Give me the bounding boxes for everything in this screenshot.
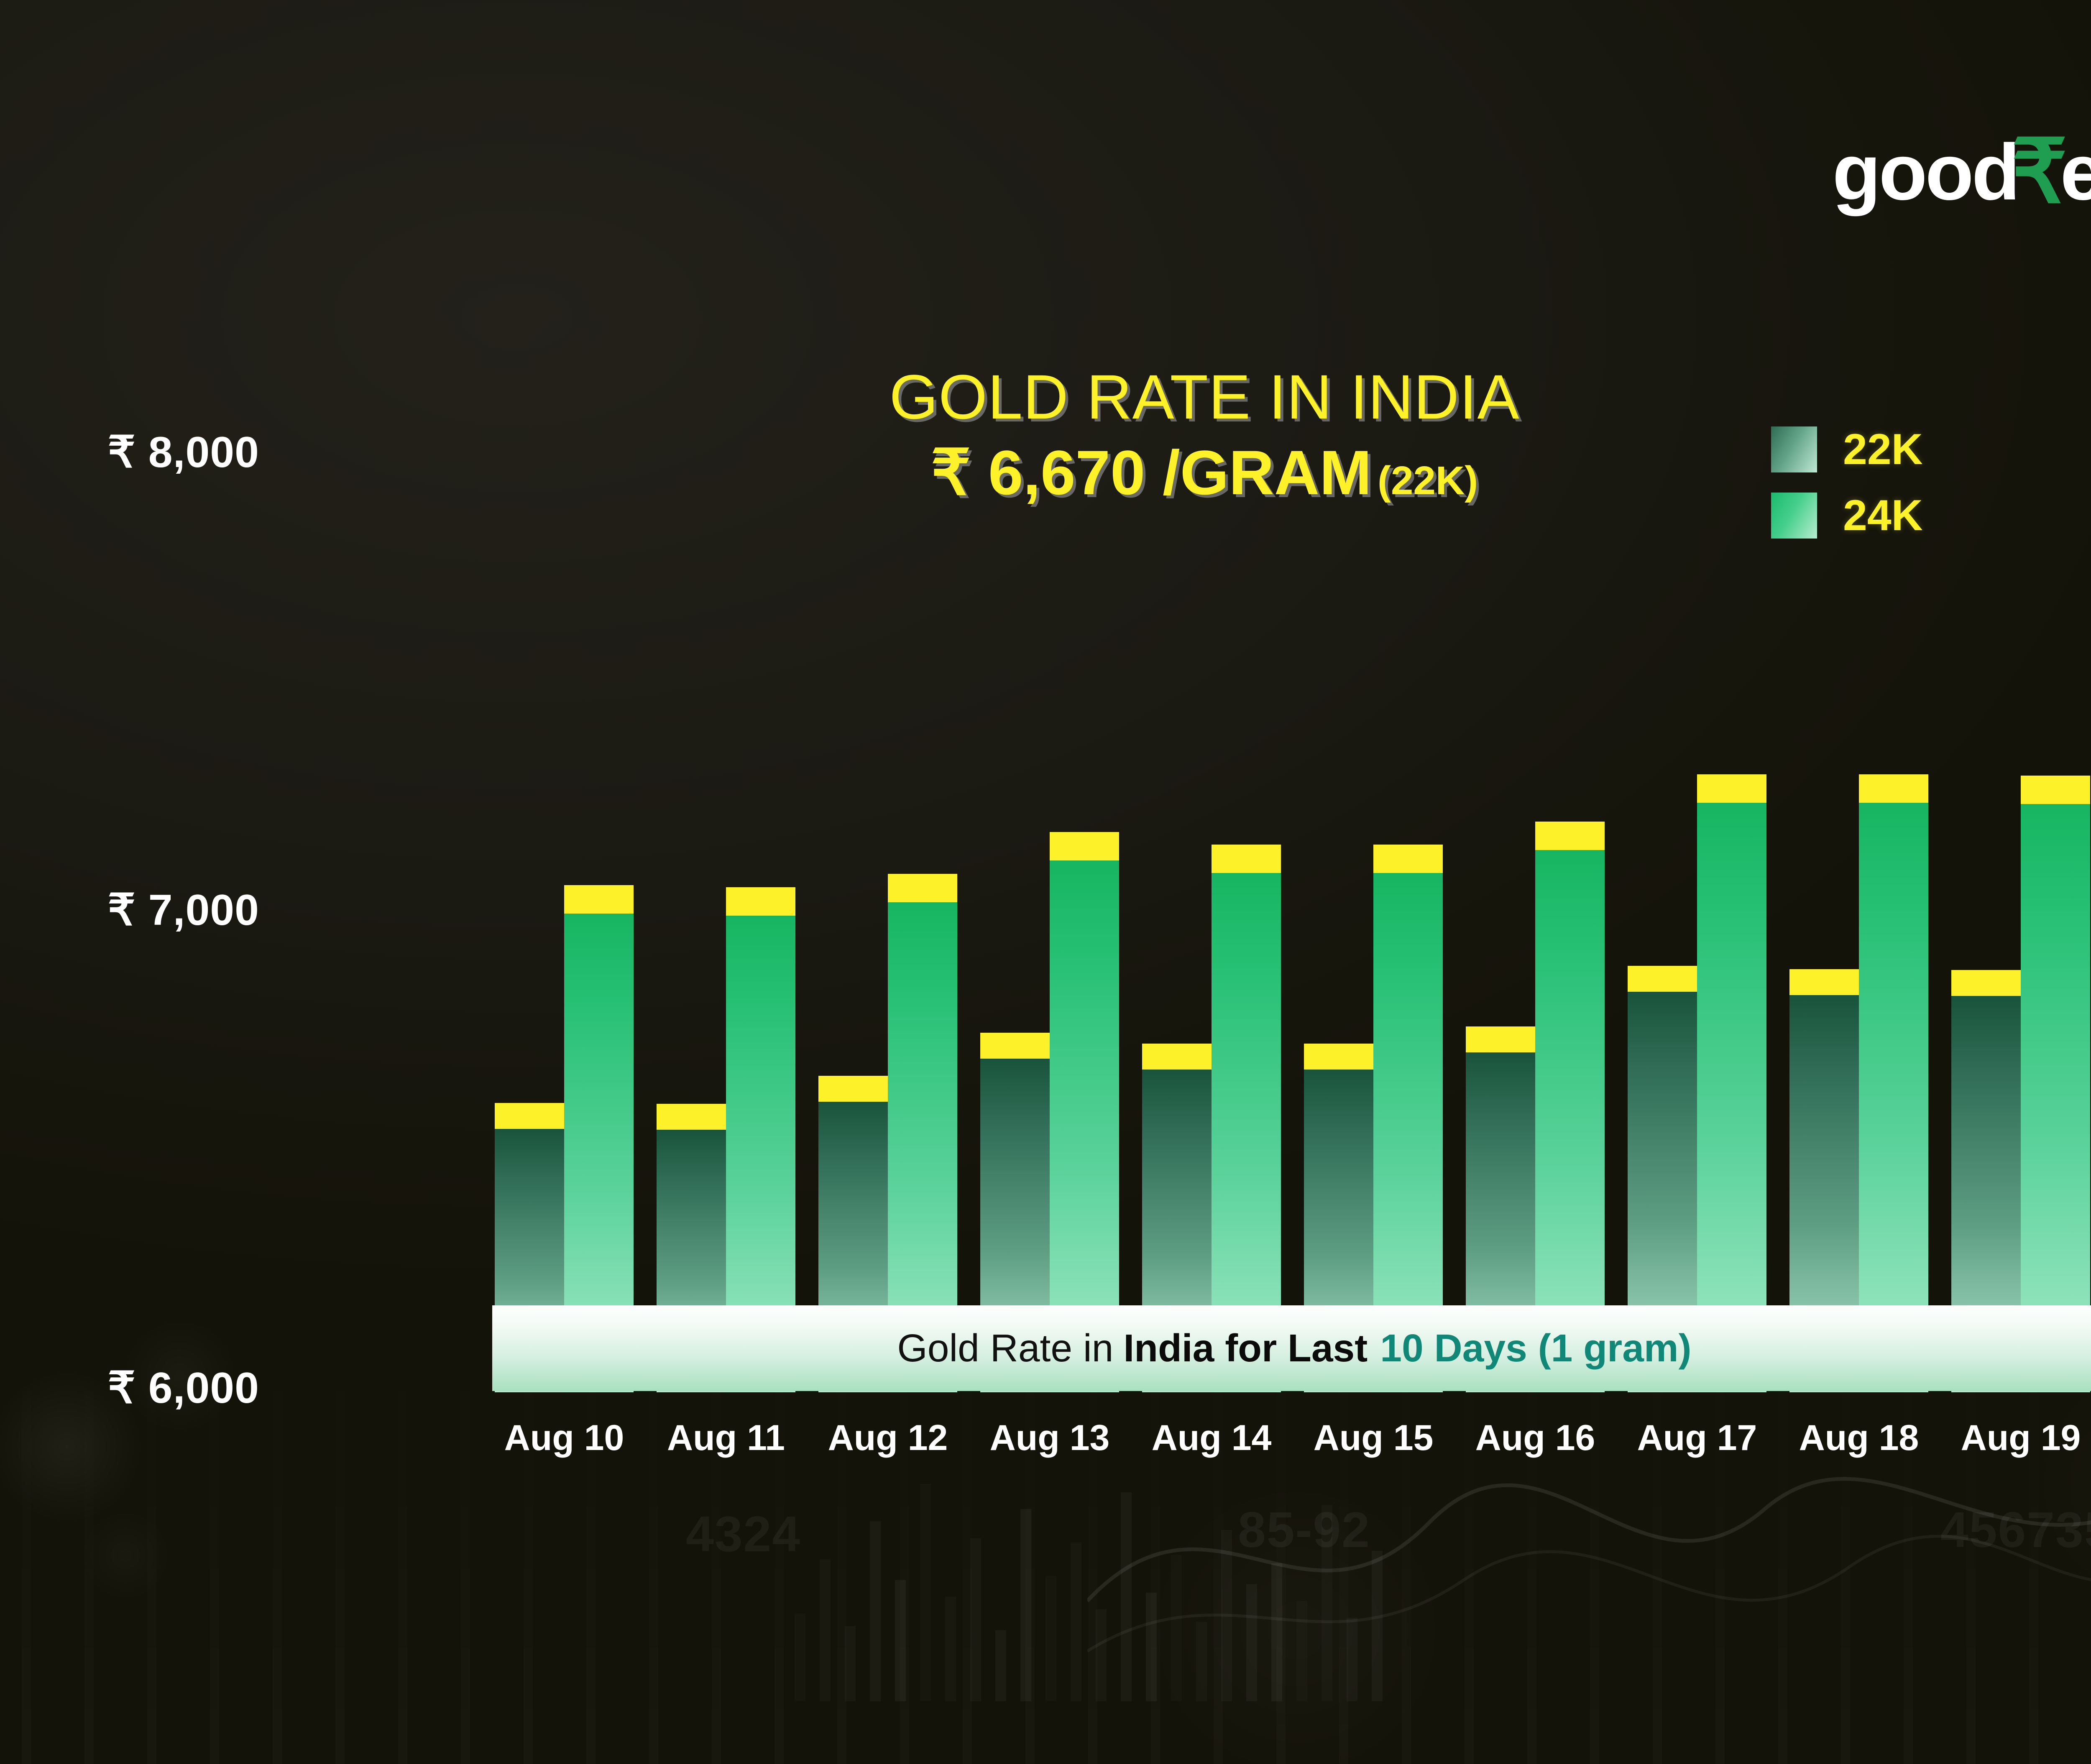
- bar-group: [1951, 711, 2090, 1392]
- bar-k24-aug-13[interactable]: [1050, 711, 1119, 1392]
- bar-cap: [564, 885, 634, 914]
- headline-price-karat: (22K): [1378, 458, 1478, 503]
- x-axis-label: Aug 13: [989, 1418, 1110, 1458]
- bar-body: [1535, 850, 1605, 1392]
- caption-part-3: 10 Days (1 gram): [1380, 1326, 1692, 1370]
- bar-cap: [1212, 845, 1281, 873]
- bar-k24-aug-19[interactable]: [2021, 711, 2090, 1392]
- background-number: 85-92: [1238, 1502, 1370, 1558]
- title-block: GOLD RATE IN INDIA ₹ 6,670 /GRAM (22K): [786, 364, 1623, 506]
- x-axis-label: Aug 12: [828, 1418, 948, 1458]
- bar-group: [657, 711, 795, 1392]
- bar-cap: [888, 874, 957, 902]
- bar-body: [2021, 804, 2090, 1392]
- y-axis-tick-6000: ₹ 6,000: [107, 1364, 259, 1412]
- bar-group: [980, 711, 1119, 1392]
- y-axis-tick-7000: ₹ 7,000: [107, 886, 259, 934]
- rupee-icon: ₹: [2011, 123, 2068, 221]
- bar-cap: [1789, 969, 1859, 995]
- chart-legend: 22K 24K: [1771, 426, 1923, 559]
- background-number: 4567356: [1940, 1502, 2091, 1558]
- bar-k24-aug-11[interactable]: [726, 711, 795, 1392]
- logo-text-good: good: [1832, 128, 2020, 217]
- background-candlestick-art: [795, 1442, 1401, 1701]
- bar-group: [818, 711, 957, 1392]
- x-axis-label: Aug 11: [667, 1418, 785, 1458]
- bar-k22-aug-17[interactable]: [1628, 711, 1697, 1392]
- background-number: 4324: [686, 1506, 801, 1562]
- bar-cap: [1142, 1044, 1212, 1070]
- bar-group: [1304, 711, 1443, 1392]
- bar-cap: [1050, 832, 1119, 860]
- bar-k22-aug-18[interactable]: [1789, 711, 1859, 1392]
- legend-item-24k[interactable]: 24K: [1771, 493, 1923, 539]
- caption-part-2: India for Last: [1123, 1326, 1368, 1370]
- x-axis-label: Aug 19: [1961, 1418, 2081, 1458]
- bar-k22-aug-10[interactable]: [495, 711, 564, 1392]
- headline-price-value: ₹ 6,670 /GRAM: [930, 437, 1372, 508]
- x-axis-label: Aug 18: [1799, 1418, 1919, 1458]
- bar-cap: [818, 1076, 888, 1102]
- page-title: GOLD RATE IN INDIA: [889, 362, 1520, 432]
- y-axis-tick-8000: ₹ 8,000: [107, 428, 259, 477]
- legend-label-24k: 24K: [1843, 491, 1923, 540]
- bar-k24-aug-16[interactable]: [1535, 711, 1605, 1392]
- x-axis-label: Aug 14: [1151, 1418, 1272, 1458]
- x-axis-label: Aug 10: [504, 1418, 624, 1458]
- bar-k22-aug-14[interactable]: [1142, 711, 1212, 1392]
- bar-group: [495, 711, 634, 1392]
- legend-swatch-22k: [1771, 426, 1817, 472]
- bar-group: [1628, 711, 1766, 1392]
- bar-cap: [1466, 1026, 1535, 1052]
- legend-item-22k[interactable]: 22K: [1771, 426, 1923, 472]
- bar-group: [1142, 711, 1281, 1392]
- bar-group: [1789, 711, 1928, 1392]
- bar-k24-aug-17[interactable]: [1697, 711, 1766, 1392]
- bar-cap: [1628, 966, 1697, 992]
- bar-k22-aug-15[interactable]: [1304, 711, 1373, 1392]
- bar-body: [1859, 803, 1928, 1392]
- bar-k24-aug-14[interactable]: [1212, 711, 1281, 1392]
- x-axis-label: Aug 17: [1637, 1418, 1757, 1458]
- brand-logo[interactable]: good ₹ eturns: [1832, 123, 2091, 221]
- bar-cap: [1697, 774, 1766, 803]
- logo-text-eturns: eturns: [2060, 128, 2091, 217]
- bar-cap: [1535, 822, 1605, 850]
- bar-cap: [1304, 1044, 1373, 1070]
- bar-cap: [980, 1033, 1050, 1059]
- bar-k22-aug-13[interactable]: [980, 711, 1050, 1392]
- legend-label-22k: 22K: [1843, 425, 1923, 474]
- bar-cap: [657, 1104, 726, 1130]
- bar-k24-aug-15[interactable]: [1373, 711, 1443, 1392]
- bar-k24-aug-12[interactable]: [888, 711, 957, 1392]
- bar-body: [1050, 860, 1119, 1392]
- bar-cap: [2021, 776, 2090, 804]
- bar-cap: [495, 1103, 564, 1129]
- bar-body: [1697, 803, 1766, 1392]
- bar-cap: [1859, 774, 1928, 803]
- bar-cap: [1373, 845, 1443, 873]
- bar-k22-aug-19[interactable]: [1951, 711, 2021, 1392]
- legend-swatch-24k: [1771, 493, 1817, 539]
- x-axis-label: Aug 16: [1475, 1418, 1595, 1458]
- chart-caption-banner: Gold Rate in India for Last 10 Days (1 g…: [492, 1305, 2091, 1391]
- bar-k24-aug-18[interactable]: [1859, 711, 1928, 1392]
- bar-cap: [726, 887, 795, 916]
- bar-k22-aug-12[interactable]: [818, 711, 888, 1392]
- bar-group: [1466, 711, 1605, 1392]
- bar-chart-plot-area: [495, 711, 2091, 1392]
- bar-k24-aug-10[interactable]: [564, 711, 634, 1392]
- bar-k22-aug-11[interactable]: [657, 711, 726, 1392]
- headline-price: ₹ 6,670 /GRAM (22K): [786, 439, 1623, 506]
- background-curve-art: [1087, 1477, 2091, 1652]
- caption-part-1: Gold Rate in: [897, 1326, 1114, 1370]
- x-axis-label: Aug 15: [1313, 1418, 1434, 1458]
- bar-k22-aug-16[interactable]: [1466, 711, 1535, 1392]
- bar-cap: [1951, 970, 2021, 996]
